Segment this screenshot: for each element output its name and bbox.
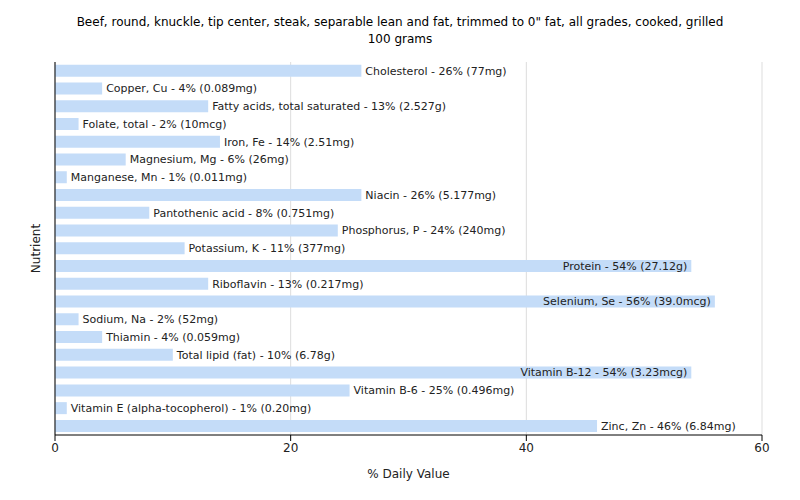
svg-text:Phosphorus, P - 24% (240mg): Phosphorus, P - 24% (240mg) (342, 224, 506, 237)
svg-text:Protein - 54% (27.12g): Protein - 54% (27.12g) (563, 260, 688, 273)
svg-text:Total lipid (fat) - 10% (6.78g: Total lipid (fat) - 10% (6.78g) (176, 349, 335, 362)
svg-text:0: 0 (51, 441, 59, 455)
svg-text:Niacin - 26% (5.177mg): Niacin - 26% (5.177mg) (365, 189, 496, 202)
svg-text:Vitamin B-12 - 54% (3.23mcg): Vitamin B-12 - 54% (3.23mcg) (520, 366, 687, 379)
svg-text:Potassium, K - 11% (377mg): Potassium, K - 11% (377mg) (189, 242, 346, 255)
svg-text:Pantothenic acid - 8% (0.751mg: Pantothenic acid - 8% (0.751mg) (153, 207, 334, 220)
svg-text:Thiamin - 4% (0.059mg): Thiamin - 4% (0.059mg) (105, 331, 240, 344)
svg-text:Iron, Fe - 14% (2.51mg): Iron, Fe - 14% (2.51mg) (224, 136, 354, 149)
html-text:100 grams: 100 grams (367, 32, 433, 46)
svg-text:Zinc, Zn - 46% (6.84mg): Zinc, Zn - 46% (6.84mg) (601, 420, 736, 433)
svg-text:Folate, total - 2% (10mcg): Folate, total - 2% (10mcg) (83, 118, 227, 131)
svg-text:Manganese, Mn - 1% (0.011mg): Manganese, Mn - 1% (0.011mg) (71, 171, 247, 184)
svg-text:Riboflavin - 13% (0.217mg): Riboflavin - 13% (0.217mg) (212, 278, 363, 291)
svg-text:% Daily Value: % Daily Value (367, 467, 449, 481)
svg-text:Nutrient: Nutrient (29, 224, 43, 274)
svg-text:Copper, Cu - 4% (0.089mg): Copper, Cu - 4% (0.089mg) (106, 82, 257, 95)
svg-text:40: 40 (519, 441, 534, 455)
svg-text:20: 20 (283, 441, 298, 455)
svg-text:Selenium, Se - 56% (39.0mcg): Selenium, Se - 56% (39.0mcg) (543, 295, 711, 308)
svg-text:Vitamin B-6 - 25% (0.496mg): Vitamin B-6 - 25% (0.496mg) (354, 384, 515, 397)
svg-text:Magnesium, Mg - 6% (26mg): Magnesium, Mg - 6% (26mg) (130, 153, 289, 166)
svg-text:Vitamin E (alpha-tocopherol) -: Vitamin E (alpha-tocopherol) - 1% (0.20m… (71, 402, 311, 415)
svg-text:60: 60 (754, 441, 769, 455)
svg-text:Fatty acids, total saturated -: Fatty acids, total saturated - 13% (2.52… (212, 100, 446, 113)
svg-text:Sodium, Na - 2% (52mg): Sodium, Na - 2% (52mg) (83, 313, 219, 326)
svg-text:Cholesterol - 26% (77mg): Cholesterol - 26% (77mg) (365, 65, 506, 78)
html-text:Beef, round, knuckle, tip cent: Beef, round, knuckle, tip center, steak,… (76, 15, 724, 29)
